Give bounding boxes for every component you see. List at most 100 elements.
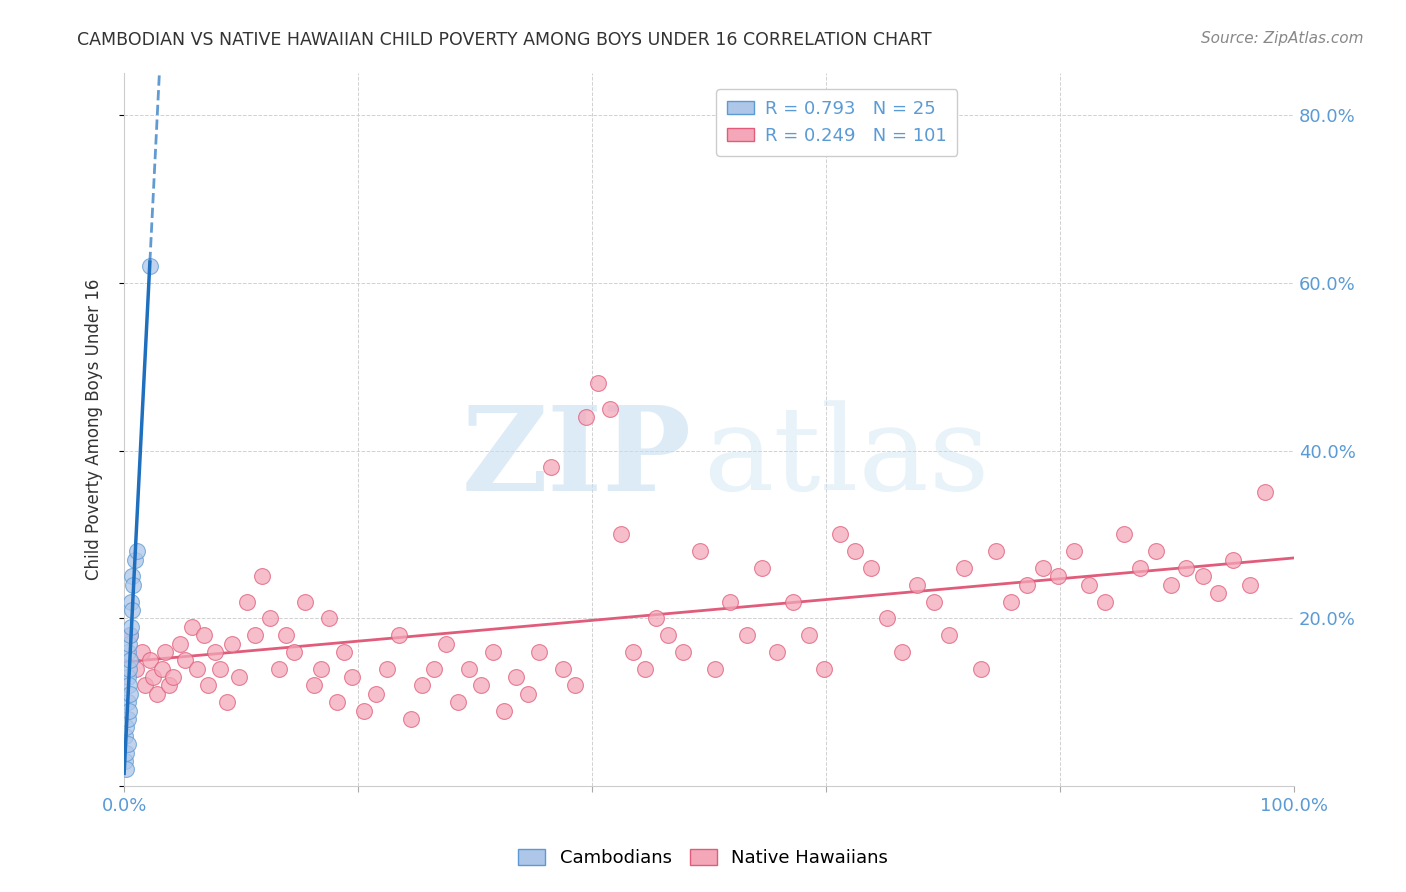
Point [169, 636, 191, 650]
Point [162, 670, 184, 684]
Point [434, 636, 457, 650]
Point [969, 662, 991, 676]
Point [326, 695, 349, 709]
Point [131, 645, 153, 659]
Point [388, 628, 411, 642]
Point [446, 695, 468, 709]
Point [1239, 578, 1261, 592]
Point [118, 662, 141, 676]
Point [399, 712, 422, 726]
Point [1017, 578, 1039, 592]
Point [186, 662, 208, 676]
Point [181, 620, 204, 634]
Point [118, 687, 141, 701]
Text: Source: ZipAtlas.com: Source: ZipAtlas.com [1201, 31, 1364, 46]
Point [174, 653, 197, 667]
Point [718, 594, 741, 608]
Point [118, 653, 141, 667]
Point [1129, 561, 1152, 575]
Point [1063, 544, 1085, 558]
Point [120, 594, 142, 608]
Point [575, 409, 598, 424]
Point [283, 645, 305, 659]
Point [115, 746, 138, 760]
Point [782, 594, 804, 608]
Point [1254, 485, 1277, 500]
Text: ZIP: ZIP [461, 401, 692, 516]
Point [120, 620, 142, 634]
Point [1032, 561, 1054, 575]
Point [236, 594, 259, 608]
Point [117, 712, 139, 726]
Point [121, 569, 143, 583]
Point [377, 662, 399, 676]
Point [610, 527, 633, 541]
Point [259, 611, 281, 625]
Point [364, 687, 387, 701]
Point [243, 628, 266, 642]
Point [564, 678, 586, 692]
Point [193, 628, 215, 642]
Point [114, 754, 136, 768]
Point [423, 662, 446, 676]
Point [115, 763, 138, 777]
Point [294, 594, 316, 608]
Point [766, 645, 789, 659]
Point [751, 561, 773, 575]
Point [118, 628, 141, 642]
Point [124, 552, 146, 566]
Point [118, 628, 141, 642]
Point [217, 695, 239, 709]
Point [735, 628, 758, 642]
Point [146, 687, 169, 701]
Point [139, 259, 162, 273]
Point [1175, 561, 1198, 575]
Point [540, 460, 562, 475]
Point [117, 737, 139, 751]
Point [209, 662, 232, 676]
Point [302, 678, 325, 692]
Point [204, 645, 226, 659]
Point [221, 636, 243, 650]
Point [891, 645, 914, 659]
Point [634, 662, 657, 676]
Point [274, 628, 297, 642]
Point [551, 662, 574, 676]
Point [122, 578, 145, 592]
Point [813, 662, 835, 676]
Point [905, 578, 928, 592]
Point [117, 645, 139, 659]
Point [1094, 594, 1116, 608]
Point [645, 611, 668, 625]
Point [953, 561, 976, 575]
Text: CAMBODIAN VS NATIVE HAWAIIAN CHILD POVERTY AMONG BOYS UNDER 16 CORRELATION CHART: CAMBODIAN VS NATIVE HAWAIIAN CHILD POVER… [77, 31, 932, 49]
Point [134, 678, 156, 692]
Point [117, 695, 139, 709]
Point [859, 561, 882, 575]
Point [142, 670, 165, 684]
Point [1046, 569, 1069, 583]
Point [1144, 544, 1167, 558]
Point [657, 628, 679, 642]
Point [1160, 578, 1182, 592]
Point [844, 544, 866, 558]
Point [704, 662, 727, 676]
Point [689, 544, 711, 558]
Point [621, 645, 644, 659]
Y-axis label: Child Poverty Among Boys Under 16: Child Poverty Among Boys Under 16 [86, 279, 103, 581]
Point [470, 678, 492, 692]
Point [118, 678, 141, 692]
Point [1222, 552, 1244, 566]
Point [922, 594, 945, 608]
Point [117, 670, 139, 684]
Point [153, 645, 176, 659]
Point [309, 662, 332, 676]
Point [342, 670, 364, 684]
Point [125, 662, 148, 676]
Point [505, 670, 527, 684]
Point [250, 569, 273, 583]
Point [529, 645, 551, 659]
Point [1192, 569, 1215, 583]
Point [938, 628, 960, 642]
Point [1078, 578, 1101, 592]
